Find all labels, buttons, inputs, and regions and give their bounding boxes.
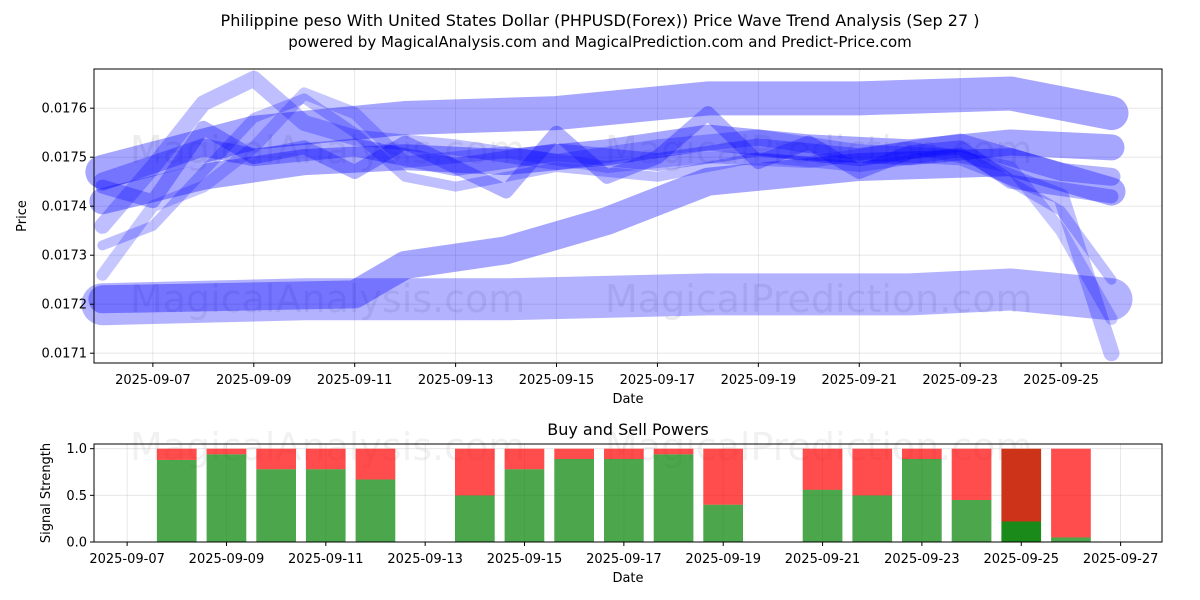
price-wave-7 (96, 87, 1118, 325)
price-x-tick-label: 2025-09-13 (418, 373, 494, 388)
buy-sell-y-axis: 0.0 0.5 1.0 (66, 442, 94, 551)
chart-subtitle: powered by MagicalAnalysis.com and Magic… (288, 33, 912, 51)
sell-bar (703, 448, 743, 505)
price-waves (81, 70, 1133, 362)
buy-bar (1001, 521, 1042, 542)
price-wave-2 (81, 268, 1133, 326)
buy-sell-y-tick-label: 0.0 (66, 536, 87, 551)
buy-sell-x-tick-label: 2025-09-17 (586, 552, 662, 567)
price-wave-3 (85, 76, 1129, 189)
sell-bar (802, 448, 843, 490)
price-y-axis-label: Price (15, 200, 30, 232)
buy-sell-x-tick-label: 2025-09-13 (387, 552, 463, 567)
buy-sell-y-tick-label: 0.5 (66, 489, 87, 504)
price-wave-5 (95, 106, 1119, 209)
buy-bar (355, 479, 396, 542)
buy-sell-x-tick-label: 2025-09-07 (89, 552, 165, 567)
price-y-tick-label: 0.0173 (42, 249, 88, 264)
buy-sell-plot-frame (93, 443, 1163, 543)
sell-bar (1051, 448, 1091, 538)
buy-sell-x-tick-label: 2025-09-09 (189, 552, 265, 567)
buy-sell-chart: Buy and Sell Powers MagicalAnalysis.com … (39, 420, 1163, 586)
price-x-tick-label: 2025-09-11 (317, 373, 393, 388)
buy-sell-x-axis-label: Date (612, 571, 643, 586)
buy-bar (305, 469, 346, 542)
price-y-tick-label: 0.0175 (42, 151, 88, 166)
price-plot-background (94, 69, 1162, 363)
sell-bar (455, 448, 495, 496)
buy-sell-x-tick-label: 2025-09-27 (1083, 552, 1159, 567)
watermark-analysis-mid: MagicalAnalysis.com (130, 277, 525, 321)
buy-sell-x-tick-label: 2025-09-23 (884, 552, 960, 567)
price-plot-frame (93, 68, 1163, 364)
price-wave-9 (97, 93, 1117, 285)
buy-sell-x-axis: 2025-09-07 2025-09-09 2025-09-11 2025-09-13… (89, 542, 1158, 567)
sell-bar (504, 448, 545, 470)
chart-title: Philippine peso With United States Dolla… (221, 11, 980, 30)
buy-sell-y-tick-label: 1.0 (66, 442, 87, 457)
buy-sell-x-tick-label: 2025-09-11 (288, 552, 364, 567)
buy-bar (554, 458, 594, 542)
price-y-tick-label: 0.0176 (42, 102, 88, 117)
sell-bar (902, 448, 942, 459)
buy-sell-x-tick-label: 2025-09-21 (785, 552, 861, 567)
buy-bar (951, 500, 992, 542)
buy-sell-bars (156, 448, 1091, 542)
watermark-analysis-top: MagicalAnalysis.com (130, 128, 525, 172)
buy-bar (902, 458, 942, 542)
buy-bar (604, 458, 644, 542)
buy-sell-title: Buy and Sell Powers (547, 420, 709, 439)
price-y-tick-label: 0.0172 (42, 298, 88, 313)
price-x-tick-label: 2025-09-15 (519, 373, 595, 388)
price-x-tick-label: 2025-09-07 (115, 373, 191, 388)
buy-bar (703, 504, 743, 542)
sell-bar (604, 448, 644, 459)
price-x-tick-label: 2025-09-23 (922, 373, 998, 388)
price-x-tick-label: 2025-09-21 (821, 373, 897, 388)
sell-bar (206, 448, 247, 455)
price-y-axis: 0.0171 0.0172 0.0173 0.0174 0.0175 0.0176 (42, 102, 94, 362)
buy-bar (156, 459, 197, 542)
sell-bar (305, 448, 346, 470)
price-x-tick-label: 2025-09-09 (216, 373, 292, 388)
watermark-prediction-top: MagicalPrediction.com (605, 128, 1033, 172)
sell-bar (355, 448, 396, 480)
price-x-tick-label: 2025-09-17 (620, 373, 696, 388)
price-wave-8 (93, 133, 1121, 191)
price-y-tick-label: 0.0174 (42, 200, 88, 215)
buy-bar (653, 454, 694, 542)
buy-bar (455, 495, 495, 542)
price-x-axis-label: Date (612, 392, 643, 407)
sell-bar (554, 448, 594, 459)
price-x-tick-label: 2025-09-19 (721, 373, 797, 388)
sell-bar (653, 448, 694, 455)
buy-bar (802, 489, 843, 542)
price-wave-4 (89, 124, 1125, 215)
buy-bar (206, 454, 247, 542)
sell-bar (256, 448, 296, 470)
buy-bar (256, 469, 296, 542)
buy-sell-x-tick-label: 2025-09-25 (983, 552, 1059, 567)
price-wave-chart: MagicalAnalysis.com MagicalPrediction.co… (15, 68, 1163, 407)
price-grid (94, 69, 1162, 363)
sell-bar (1001, 448, 1042, 522)
price-y-tick-label: 0.0171 (42, 347, 88, 362)
buy-bar (852, 495, 893, 542)
price-wave-1 (88, 148, 1126, 314)
price-x-tick-label: 2025-09-25 (1023, 373, 1099, 388)
buy-bar (504, 469, 545, 542)
buy-sell-y-axis-label: Signal Strength (39, 443, 54, 543)
buy-sell-x-tick-label: 2025-09-15 (487, 552, 563, 567)
buy-bar (1051, 537, 1091, 542)
buy-sell-x-tick-label: 2025-09-19 (685, 552, 761, 567)
sell-bar (951, 448, 992, 500)
watermark-prediction-mid: MagicalPrediction.com (605, 277, 1033, 321)
price-x-axis: 2025-09-07 2025-09-09 2025-09-11 2025-09-13… (115, 363, 1099, 388)
price-wave-6 (94, 70, 1120, 362)
sell-bar (156, 448, 197, 460)
sell-bar (852, 448, 893, 496)
